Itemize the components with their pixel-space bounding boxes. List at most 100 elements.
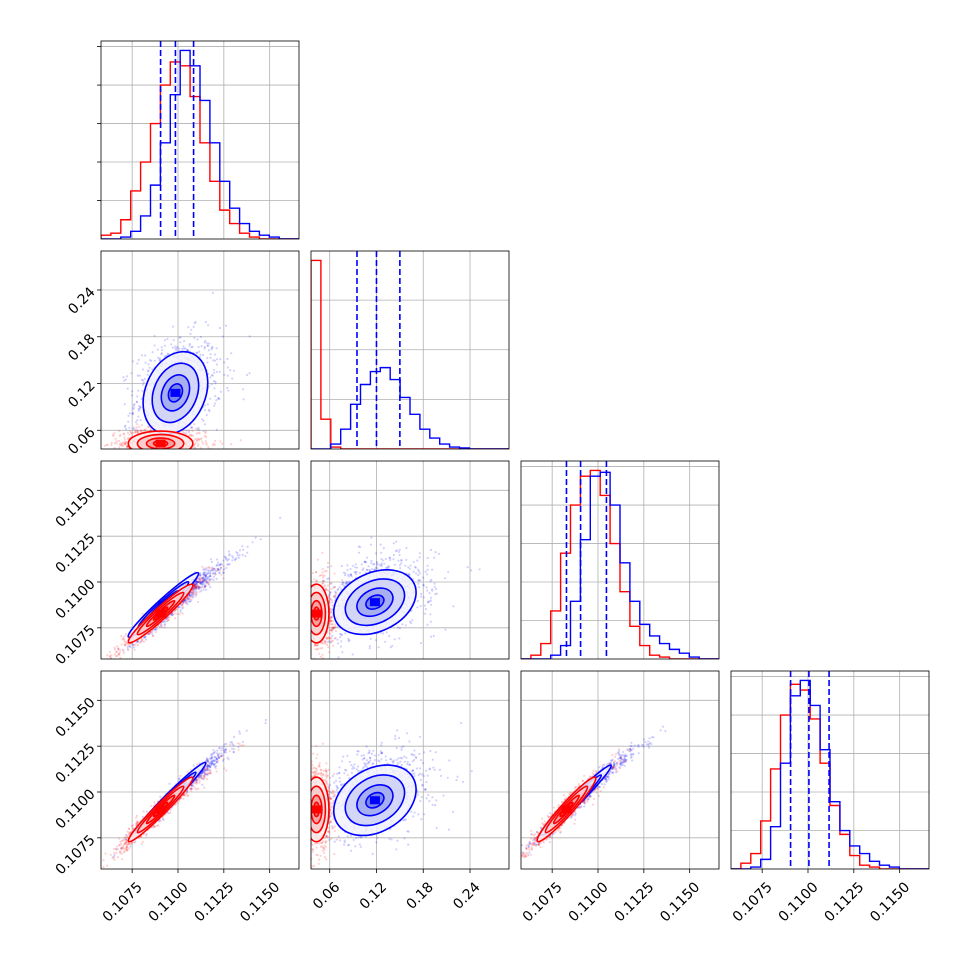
scatter-point <box>190 434 193 437</box>
scatter-point <box>219 568 222 571</box>
scatter-point <box>163 355 166 358</box>
scatter-point <box>336 589 339 592</box>
scatter-point <box>160 450 162 452</box>
scatter-point <box>430 635 433 638</box>
scatter-point <box>113 446 116 449</box>
scatter-point <box>168 616 171 619</box>
scatter-point <box>306 633 308 635</box>
scatter-point <box>151 634 154 637</box>
scatter-point <box>189 600 192 603</box>
scatter-point <box>409 564 412 567</box>
scatter-point <box>200 589 203 592</box>
scatter-point <box>124 440 127 443</box>
scatter-point <box>379 543 382 546</box>
scatter-point <box>401 623 404 626</box>
scatter-point <box>195 351 199 354</box>
scatter-point <box>393 638 396 641</box>
scatter-point <box>153 359 156 362</box>
scatter-point <box>327 636 330 639</box>
scatter-point <box>226 386 229 389</box>
scatter-point <box>434 551 437 554</box>
scatter-point <box>196 440 199 443</box>
scatter-point <box>360 563 363 566</box>
scatter-point <box>204 409 207 412</box>
scatter-point <box>373 562 376 566</box>
scatter-point <box>307 590 309 592</box>
scatter-point <box>152 451 154 453</box>
scatter-point <box>191 590 194 593</box>
scatter-point <box>398 553 401 557</box>
scatter-point <box>119 649 122 652</box>
scatter-point <box>202 578 205 581</box>
scatter-point <box>181 601 184 604</box>
scatter-point <box>328 594 331 597</box>
scatter-point <box>382 632 385 635</box>
scatter-point <box>340 588 343 591</box>
scatter-point <box>96 441 98 443</box>
scatter-point <box>301 600 303 602</box>
scatter-point <box>204 568 208 571</box>
scatter-point <box>116 654 119 658</box>
scatter-point <box>357 545 360 548</box>
scatter-point <box>346 564 349 567</box>
scatter-point <box>198 590 201 593</box>
scatter-point <box>330 637 333 640</box>
scatter-point <box>347 637 350 641</box>
scatter-point <box>226 374 229 377</box>
scatter-point <box>173 452 175 454</box>
panel-frame <box>520 460 720 660</box>
scatter-point <box>332 626 335 629</box>
scatter-point <box>193 336 196 339</box>
scatter-point <box>132 407 135 410</box>
scatter-point <box>302 605 304 607</box>
scatter-point <box>147 456 149 458</box>
scatter-point <box>419 642 423 645</box>
scatter-point <box>146 370 150 373</box>
scatter-point <box>196 585 199 588</box>
scatter-point <box>147 632 150 635</box>
scatter-point <box>224 324 228 327</box>
scatter-point <box>306 634 308 636</box>
scatter-point <box>302 615 304 617</box>
scatter-point <box>171 613 175 616</box>
scatter-point <box>157 452 159 454</box>
scatter-point <box>169 449 171 451</box>
scatter-point <box>213 368 216 371</box>
scatter-point <box>229 443 233 446</box>
scatter-point <box>195 593 198 596</box>
scatter-point <box>143 429 146 432</box>
scatter-point <box>196 338 199 341</box>
scatter-point <box>215 358 219 361</box>
scatter-point <box>164 620 167 623</box>
scatter-point <box>194 588 198 591</box>
scatter-point <box>117 439 120 442</box>
scatter-point <box>152 455 154 457</box>
scatter-point <box>387 565 391 568</box>
scatter-point <box>151 456 153 458</box>
scatter-point <box>131 643 134 646</box>
scatter-point <box>136 423 139 426</box>
scatter-point <box>398 564 401 567</box>
scatter-point <box>112 434 115 437</box>
scatter-point <box>215 363 218 366</box>
scatter-point <box>164 454 166 456</box>
scatter-point <box>163 624 166 627</box>
scatter-point <box>150 359 153 362</box>
scatter-point <box>191 426 194 430</box>
scatter-point <box>194 583 198 586</box>
scatter-point <box>331 604 334 607</box>
scatter-point <box>214 452 216 454</box>
scatter-point <box>170 451 172 453</box>
scatter-point <box>139 406 142 409</box>
scatter-point <box>184 599 187 602</box>
scatter-point <box>172 455 174 457</box>
scatter-point <box>235 551 238 554</box>
scatter-point <box>143 457 145 459</box>
scatter-panel-1-0 <box>96 251 299 459</box>
scatter-point <box>178 605 181 608</box>
scatter-point <box>349 574 352 577</box>
scatter-point <box>376 563 379 566</box>
histogram-panel-0 <box>101 41 299 239</box>
scatter-point <box>196 580 199 584</box>
scatter-point <box>167 449 169 451</box>
